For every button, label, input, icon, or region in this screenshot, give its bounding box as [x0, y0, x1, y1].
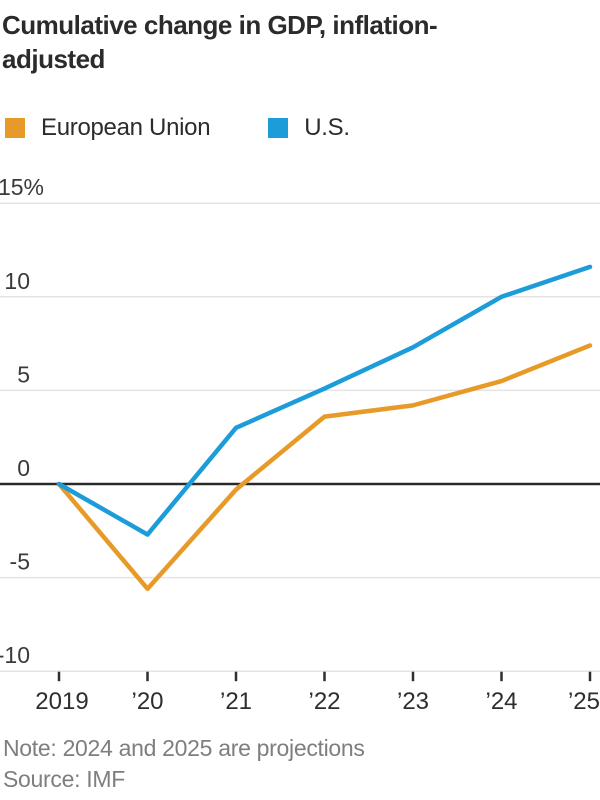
x-axis-label: ’22 [308, 688, 340, 715]
x-axis-label: ’24 [485, 688, 517, 715]
x-axis-label: ’25 [568, 688, 600, 715]
chart-title: Cumulative change in GDP, inflation- adj… [2, 8, 570, 76]
legend-label-us: U.S. [304, 114, 350, 141]
legend-item-us: U.S. [268, 114, 350, 142]
y-axis-label: 0 [17, 455, 30, 481]
legend: European Union U.S. [5, 114, 600, 142]
legend-item-european-union: European Union [5, 114, 211, 142]
y-axis-label: 10 [4, 268, 30, 294]
y-axis-label: -10 [0, 642, 30, 668]
x-axis-label: 2019 [35, 688, 88, 715]
y-axis-label: 5 [17, 361, 30, 387]
x-axis-label: ’21 [220, 688, 252, 715]
x-axis-label: ’23 [397, 688, 429, 715]
series-line-european-union [56, 343, 593, 592]
chart-note: Note: 2024 and 2025 are projections [3, 735, 365, 761]
y-axis-label: 15% [0, 174, 44, 200]
chart-page: Cumulative change in GDP, inflation- adj… [0, 8, 600, 800]
chart-title-line-2: adjusted [2, 44, 105, 74]
chart-source: Source: IMF [3, 766, 125, 792]
legend-label-european-union: European Union [41, 114, 211, 141]
chart-title-line-1: Cumulative change in GDP, inflation- [2, 10, 438, 40]
x-axis-label: ’20 [131, 688, 163, 715]
y-axis-label: -5 [10, 549, 30, 575]
legend-swatch-us [268, 118, 289, 138]
chart-footer: Note: 2024 and 2025 are projections Sour… [3, 733, 600, 795]
legend-swatch-european-union [5, 118, 25, 138]
series-line-u-s [56, 264, 593, 537]
